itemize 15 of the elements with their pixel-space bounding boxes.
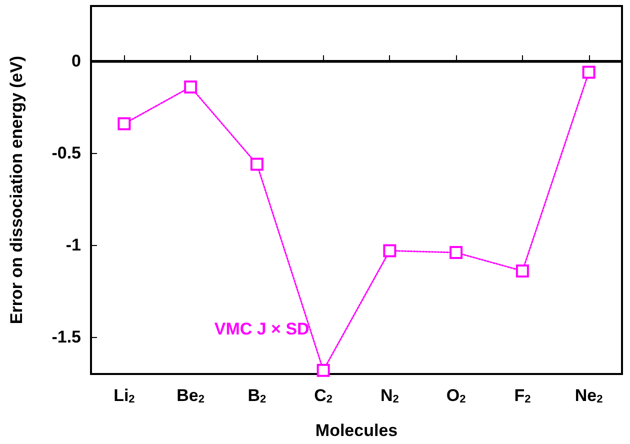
y-tick-label: -0.5 xyxy=(52,144,81,163)
y-tick-label: -1 xyxy=(66,236,81,255)
point xyxy=(582,66,596,79)
series-label: VMC J × SD xyxy=(214,319,310,338)
point xyxy=(516,264,529,278)
y-axis-title: Error on dissociation energy (eV) xyxy=(7,56,26,324)
point xyxy=(184,80,198,94)
point xyxy=(250,158,264,171)
point xyxy=(316,364,330,377)
y-tick-label: -1.5 xyxy=(52,328,81,347)
point xyxy=(450,246,463,260)
point xyxy=(383,244,396,258)
y-tick-label: 0 xyxy=(72,52,81,71)
x-axis-title: Molecules xyxy=(315,421,398,440)
point xyxy=(118,117,131,130)
